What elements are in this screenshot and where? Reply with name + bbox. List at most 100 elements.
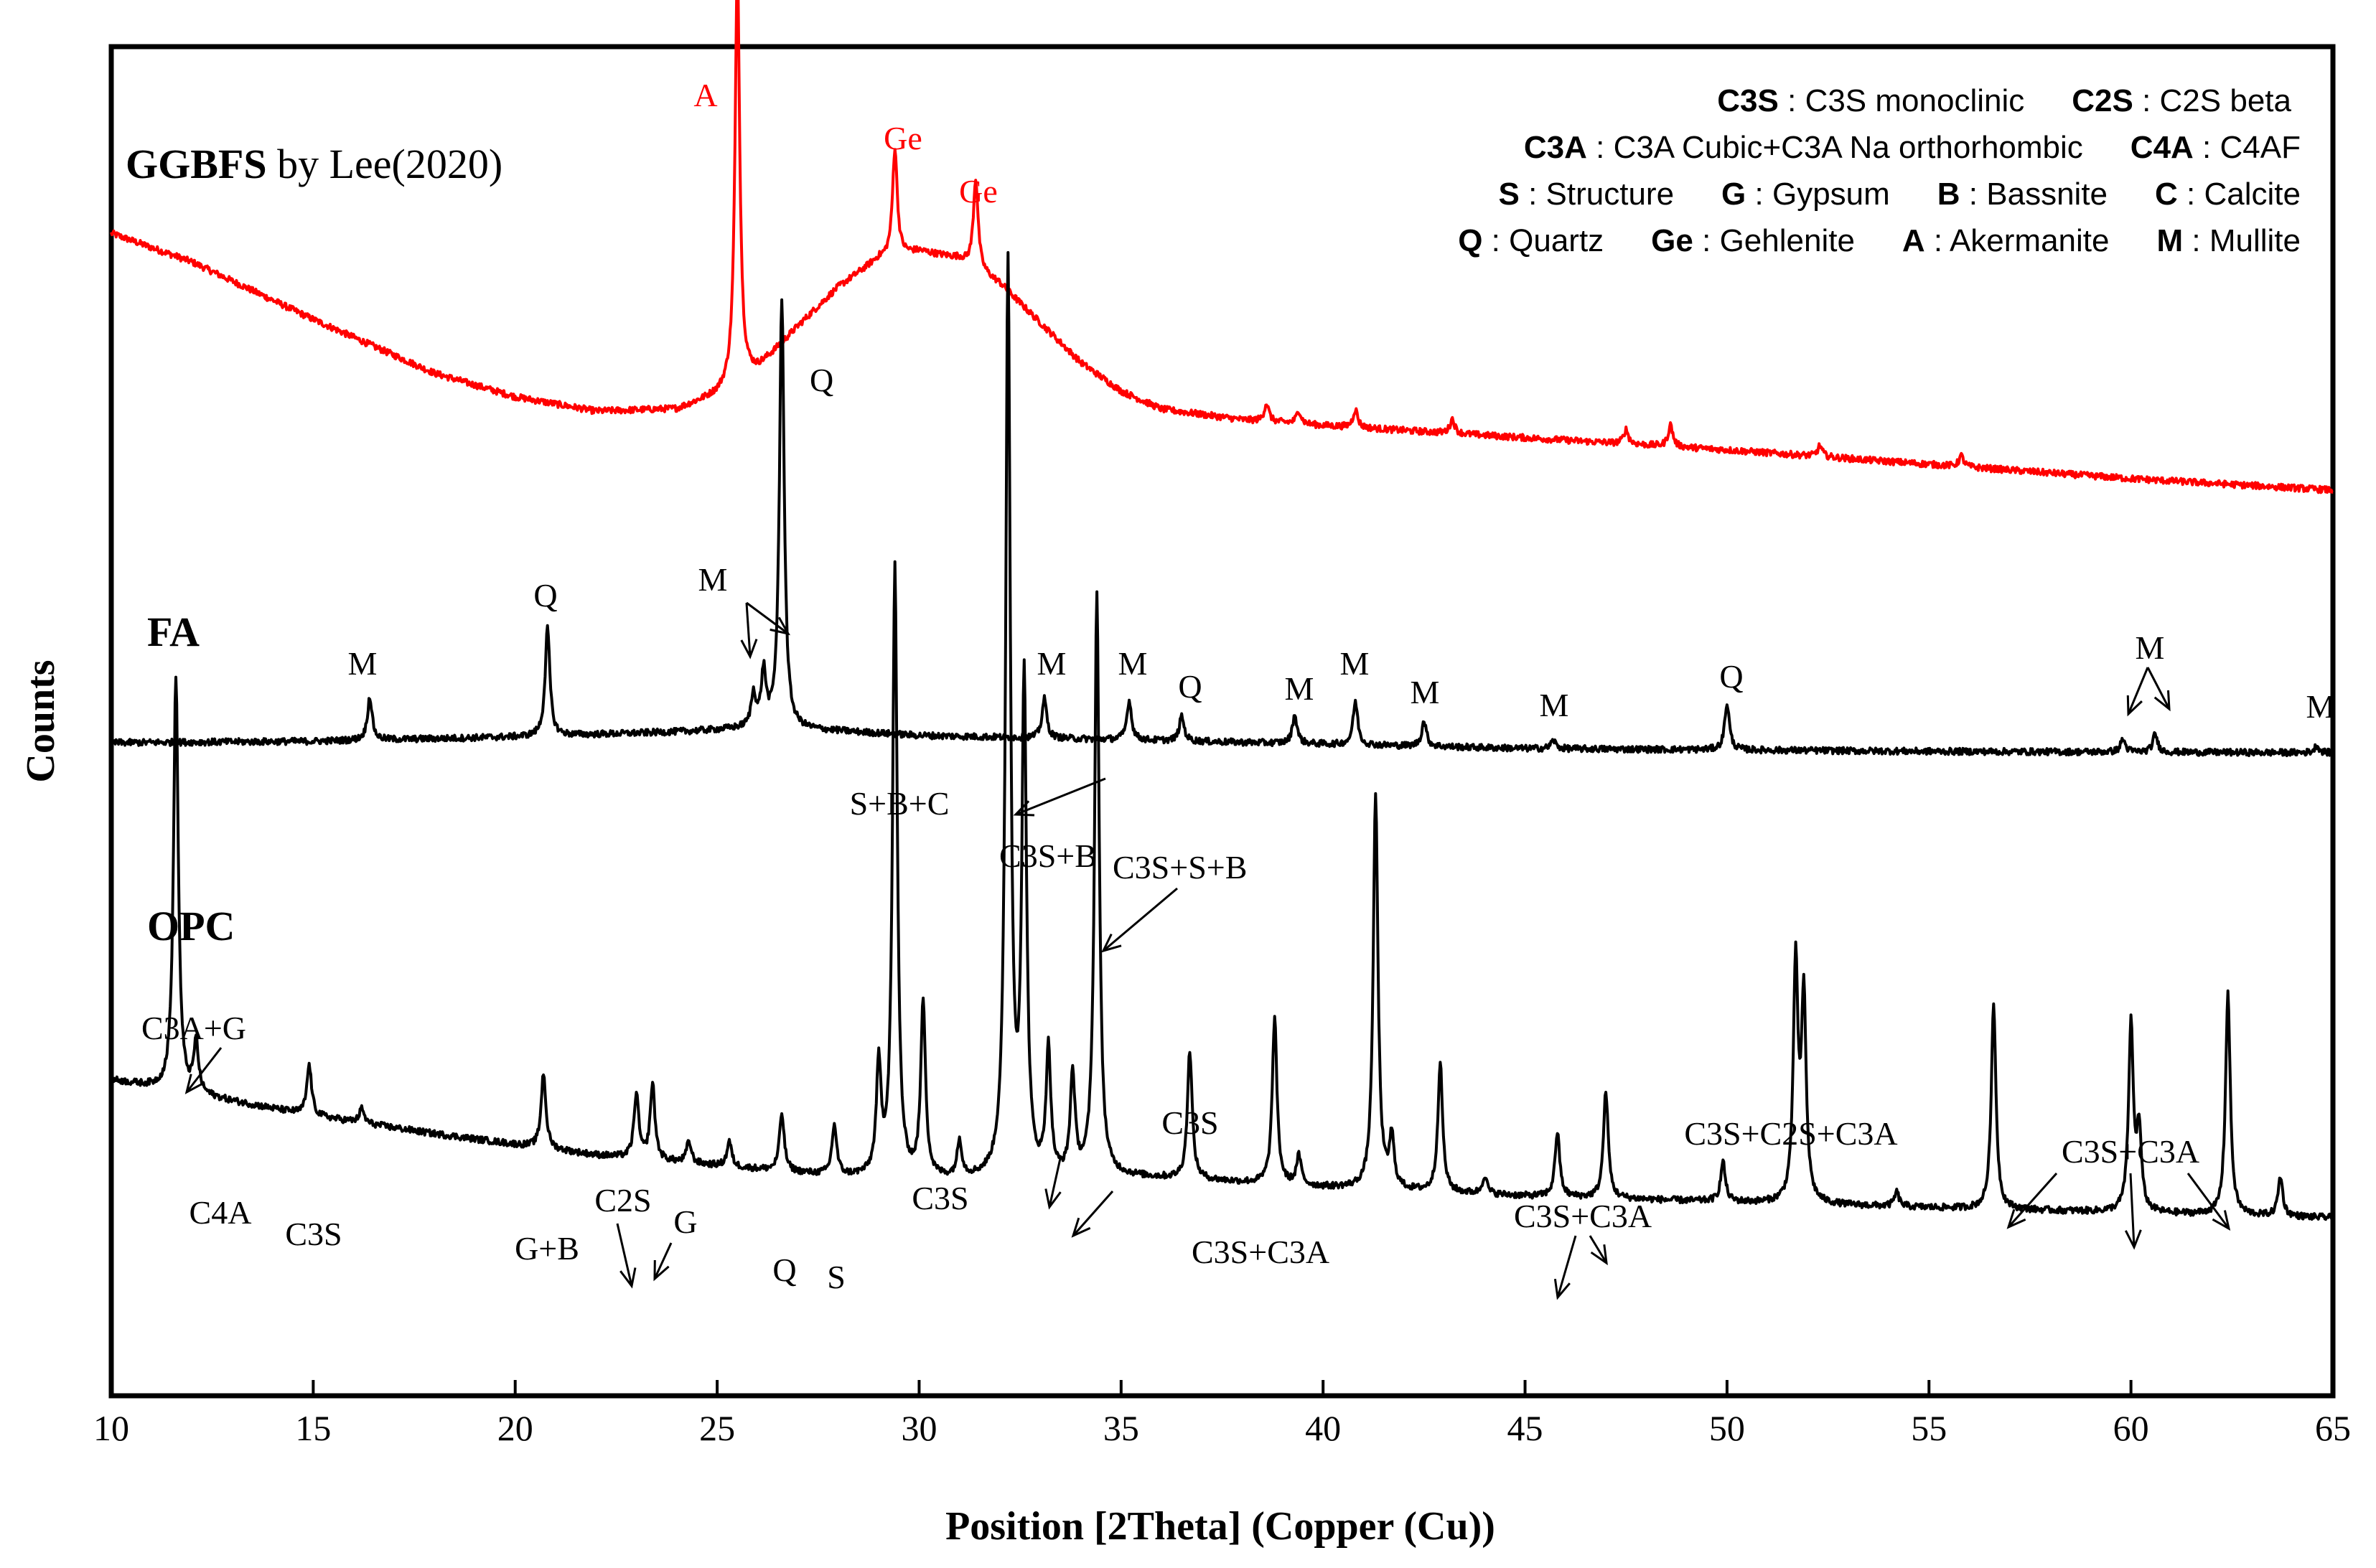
series-label-opc: OPC (147, 903, 235, 949)
legend-abbr: C4A (2131, 130, 2194, 165)
legend-abbr: G (1721, 177, 1746, 212)
peak-label: Q (772, 1252, 796, 1288)
legend-abbr: B (1937, 177, 1960, 212)
peak-label: C3S+C2S+C3A (1684, 1115, 1897, 1152)
annotation-arrow (746, 601, 789, 635)
peak-label: M (698, 561, 728, 598)
legend-row: Q : Quartz Ge : Gehlenite A : Akermanite… (1458, 223, 2301, 258)
y-axis-title: Counts (19, 659, 63, 782)
peak-label: M (2136, 629, 2165, 666)
annotation-arrow (185, 1047, 223, 1093)
annotation-arrowhead (653, 1259, 670, 1282)
legend-row: C3A : C3A Cubic+C3A Na orthorhombic C4A … (1524, 130, 2301, 165)
annotation-arrowhead (2006, 1208, 2026, 1229)
legend-row: S : Structure G : Gypsum B : Bassnite C … (1498, 177, 2301, 212)
peak-label: C3A+G (141, 1010, 246, 1046)
peak-label: C2S (594, 1182, 651, 1219)
x-tick-label: 40 (1305, 1408, 1341, 1448)
annotation-arrow (1015, 777, 1106, 816)
legend-sep: : (2194, 130, 2220, 165)
legend-abbr: C3A (1524, 130, 1587, 165)
legend-desc: Calcite (2204, 177, 2301, 212)
peak-label: C3S (285, 1216, 342, 1252)
legend-desc: Quartz (1509, 223, 1604, 258)
peak-label: S (827, 1259, 846, 1295)
legend-gap (1890, 177, 1937, 212)
series-line-ggbfs (110, 0, 2334, 494)
legend-sep: : (1779, 83, 1805, 118)
annotation-arrow (1103, 887, 1178, 952)
x-tick-label: 15 (295, 1408, 331, 1448)
x-tick-label: 30 (901, 1408, 937, 1448)
series-line-opc (110, 250, 2334, 1221)
legend-abbr: A (1902, 223, 1925, 258)
legend-desc: Akermanite (1950, 223, 2110, 258)
legend-sep: : (1960, 177, 1987, 212)
legend-abbr: C (2155, 177, 2178, 212)
legend-desc: C2S beta (2160, 83, 2292, 118)
annotation-arrowhead (1013, 800, 1035, 817)
annotation-arrowhead (740, 639, 758, 659)
legend-sep: : (1520, 177, 1546, 212)
annotation-arrowhead (770, 616, 790, 636)
legend-sep: : (2178, 177, 2204, 212)
annotation-arrow (653, 1242, 673, 1280)
annotation-arrowhead (1044, 1188, 1062, 1210)
annotation-arrowhead (1071, 1217, 1091, 1238)
peak-label: C3S+S+B (1113, 849, 1247, 886)
peak-label: G (673, 1203, 697, 1240)
x-tick-label: 45 (1507, 1408, 1543, 1448)
annotation-arrowhead (1553, 1278, 1571, 1300)
series-group (110, 0, 2334, 1221)
legend-desc: Bassnite (1986, 177, 2108, 212)
legend-sep: : (1925, 223, 1950, 258)
legend-abbr: C2S (2072, 83, 2133, 118)
annotation-arrow (1072, 1191, 1114, 1236)
x-tick-label: 60 (2113, 1408, 2149, 1448)
annotation-arrowhead (2126, 695, 2143, 717)
peak-label: C3S+C3A (2062, 1133, 2199, 1170)
series-label-ggbfs: GGBFS by Lee(2020) (126, 141, 502, 187)
legend-abbr: Q (1458, 223, 1482, 258)
x-tick-label: 35 (1103, 1408, 1139, 1448)
peak-label: Ge (959, 173, 998, 210)
annotation-arrow (2007, 1173, 2058, 1228)
legend-desc: Gehlenite (1720, 223, 1855, 258)
annotation-arrowhead (619, 1267, 637, 1289)
peak-label: G+B (515, 1230, 579, 1267)
series-label-ggbfs-rest: by Lee(2020) (267, 141, 503, 187)
peak-label: M (2306, 688, 2336, 725)
legend-desc: Structure (1546, 177, 1675, 212)
x-tick-label: 65 (2315, 1408, 2351, 1448)
series-label-fa: FA (147, 609, 200, 655)
x-axis-ticks: 10 15 20 25 30 35 40 45 50 55 60 65 (93, 1380, 2351, 1448)
legend-sep: : (2133, 83, 2160, 118)
legend-abbr: C3S (1717, 83, 1779, 118)
x-tick-label: 55 (1911, 1408, 1947, 1448)
x-tick-label: 25 (699, 1408, 735, 1448)
annotation-arrowhead (2212, 1210, 2231, 1231)
peak-label: Q (810, 362, 833, 398)
series-line-fa (110, 298, 2334, 758)
legend-desc: C4AF (2220, 130, 2301, 165)
annotation-arrow (1048, 1155, 1062, 1208)
peak-label: M (1540, 687, 1569, 723)
annotation-arrowhead (1101, 933, 1122, 953)
peak-label: M (1340, 645, 1370, 682)
peak-label: M (1037, 645, 1067, 682)
annotation-arrow (2186, 1173, 2230, 1229)
legend-abbr: S (1498, 177, 1519, 212)
legend-abbr: M (2157, 223, 2184, 258)
x-tick-label: 10 (93, 1408, 129, 1448)
peak-label: C3S+B (999, 837, 1097, 874)
legend-gap (1855, 223, 1902, 258)
legend-gap (1604, 223, 1651, 258)
peak-label: Q (533, 577, 557, 614)
legend-gap (2110, 223, 2157, 258)
legend-gap (2108, 177, 2155, 212)
legend-row: C3S : C3S monoclinic C2S : C2S beta (1717, 83, 2291, 118)
annotation-arrow (2127, 667, 2149, 715)
legend-gap (1674, 177, 1721, 212)
annotation-arrowhead (2153, 690, 2171, 712)
